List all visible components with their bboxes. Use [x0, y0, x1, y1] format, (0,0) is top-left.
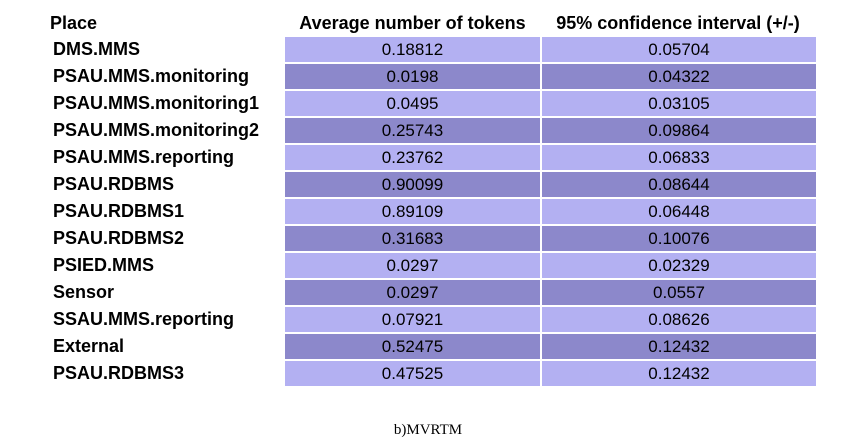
place-cell: PSAU.RDBMS3 [50, 361, 285, 386]
place-cell: PSAU.RDBMS2 [50, 226, 285, 251]
place-cell: PSIED.MMS [50, 253, 285, 278]
place-cell: PSAU.MMS.monitoring2 [50, 118, 285, 143]
confidence-interval-cell: 0.06833 [540, 145, 816, 170]
header-confidence-interval: 95% confidence interval (+/-) [540, 11, 816, 35]
confidence-interval-cell: 0.02329 [540, 253, 816, 278]
place-cell: DMS.MMS [50, 37, 285, 62]
confidence-interval-cell: 0.12432 [540, 334, 816, 359]
confidence-interval-cell: 0.09864 [540, 118, 816, 143]
average-tokens-cell: 0.18812 [285, 37, 540, 62]
header-place: Place [50, 11, 285, 35]
confidence-interval-cell: 0.10076 [540, 226, 816, 251]
place-cell: PSAU.RDBMS [50, 172, 285, 197]
average-tokens-cell: 0.47525 [285, 361, 540, 386]
table-row: PSAU.MMS.monitoring 0.0198 0.04322 [50, 64, 816, 89]
table-row: PSAU.RDBMS3 0.47525 0.12432 [50, 361, 816, 386]
place-cell: External [50, 334, 285, 359]
confidence-interval-cell: 0.12432 [540, 361, 816, 386]
confidence-interval-cell: 0.06448 [540, 199, 816, 224]
average-tokens-cell: 0.0198 [285, 64, 540, 89]
place-cell: PSAU.MMS.monitoring [50, 64, 285, 89]
average-tokens-cell: 0.23762 [285, 145, 540, 170]
table-row: SSAU.MMS.reporting 0.07921 0.08626 [50, 307, 816, 332]
confidence-interval-cell: 0.04322 [540, 64, 816, 89]
table-row: PSIED.MMS 0.0297 0.02329 [50, 253, 816, 278]
average-tokens-cell: 0.25743 [285, 118, 540, 143]
table-row: DMS.MMS 0.18812 0.05704 [50, 37, 816, 62]
confidence-interval-cell: 0.08626 [540, 307, 816, 332]
table-row: PSAU.MMS.monitoring1 0.0495 0.03105 [50, 91, 816, 116]
table-row: PSAU.MMS.monitoring2 0.25743 0.09864 [50, 118, 816, 143]
header-average-tokens: Average number of tokens [285, 11, 540, 35]
table-row: PSAU.RDBMS1 0.89109 0.06448 [50, 199, 816, 224]
confidence-interval-cell: 0.03105 [540, 91, 816, 116]
table-row: PSAU.MMS.reporting 0.23762 0.06833 [50, 145, 816, 170]
place-cell: Sensor [50, 280, 285, 305]
table-header-row: Place Average number of tokens 95% confi… [50, 11, 816, 35]
confidence-interval-cell: 0.08644 [540, 172, 816, 197]
average-tokens-cell: 0.0495 [285, 91, 540, 116]
place-cell: PSAU.MMS.monitoring1 [50, 91, 285, 116]
confidence-interval-cell: 0.0557 [540, 280, 816, 305]
average-tokens-cell: 0.0297 [285, 253, 540, 278]
results-table: Place Average number of tokens 95% confi… [50, 9, 816, 388]
table-row: PSAU.RDBMS2 0.31683 0.10076 [50, 226, 816, 251]
table-row: Sensor 0.0297 0.0557 [50, 280, 816, 305]
confidence-interval-cell: 0.05704 [540, 37, 816, 62]
table-row: PSAU.RDBMS 0.90099 0.08644 [50, 172, 816, 197]
figure-caption: b)MVRTM [393, 422, 463, 438]
average-tokens-cell: 0.89109 [285, 199, 540, 224]
table-row: External 0.52475 0.12432 [50, 334, 816, 359]
average-tokens-cell: 0.31683 [285, 226, 540, 251]
average-tokens-cell: 0.07921 [285, 307, 540, 332]
place-cell: PSAU.MMS.reporting [50, 145, 285, 170]
average-tokens-cell: 0.90099 [285, 172, 540, 197]
place-cell: PSAU.RDBMS1 [50, 199, 285, 224]
average-tokens-cell: 0.52475 [285, 334, 540, 359]
average-tokens-cell: 0.0297 [285, 280, 540, 305]
place-cell: SSAU.MMS.reporting [50, 307, 285, 332]
